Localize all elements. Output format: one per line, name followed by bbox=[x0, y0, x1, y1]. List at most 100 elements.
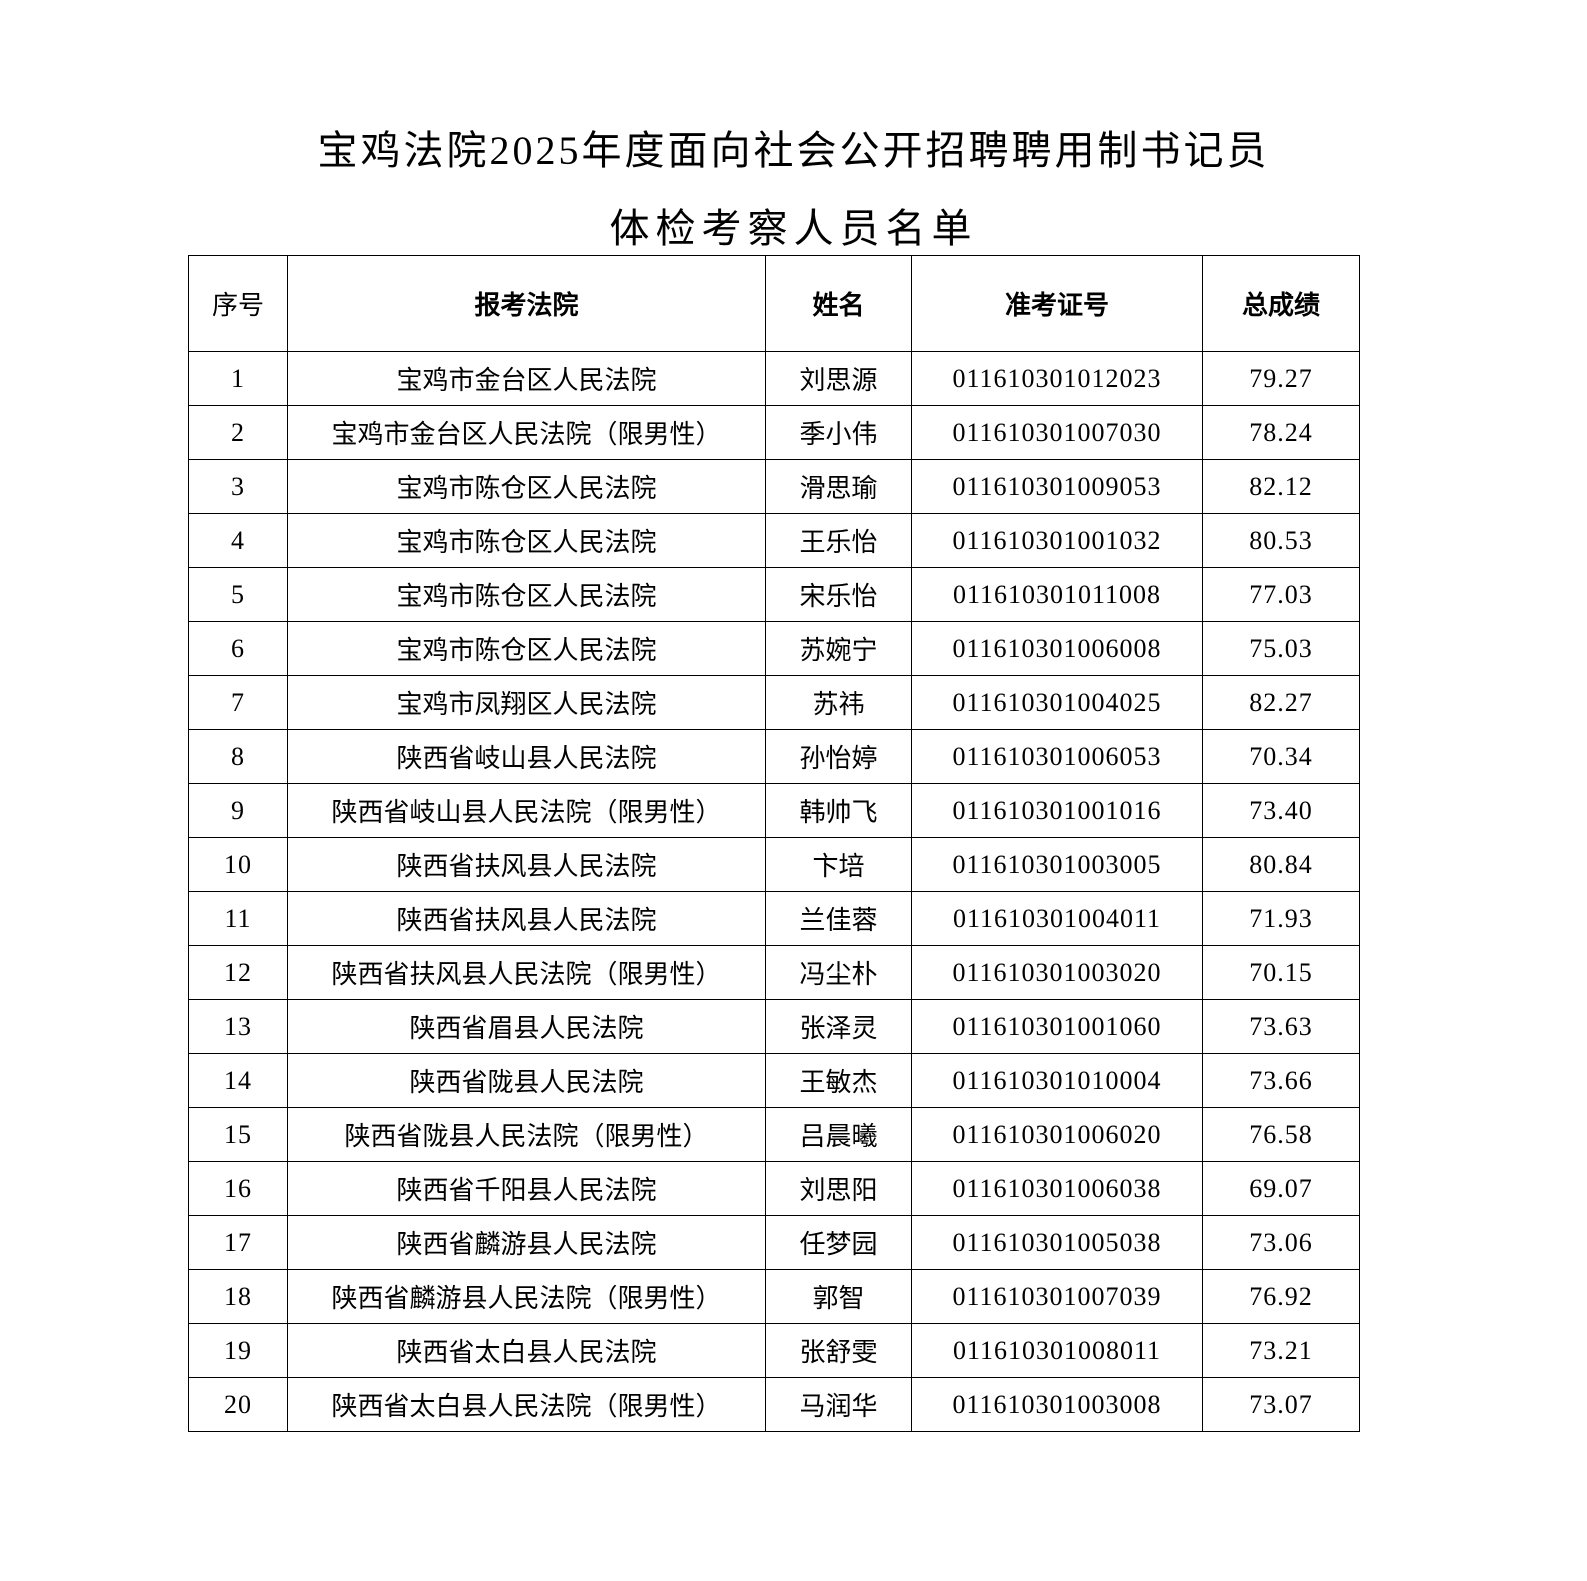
table-row: 5 宝鸡市陈仓区人民法院 宋乐怡 011610301011008 77.03 bbox=[188, 567, 1360, 622]
cell-index: 13 bbox=[188, 999, 288, 1054]
cell-name: 宋乐怡 bbox=[765, 567, 912, 622]
cell-index: 19 bbox=[188, 1323, 288, 1378]
cell-court: 宝鸡市陈仓区人民法院 bbox=[287, 513, 766, 568]
cell-total-score: 82.12 bbox=[1202, 459, 1360, 514]
table-row: 18 陕西省麟游县人民法院（限男性） 郭智 011610301007039 76.92 bbox=[188, 1269, 1360, 1324]
cell-court: 陕西省扶风县人民法院 bbox=[287, 837, 766, 892]
cell-name: 季小伟 bbox=[765, 405, 912, 460]
cell-name: 刘思源 bbox=[765, 351, 912, 406]
table-row: 11 陕西省扶风县人民法院 兰佳蓉 011610301004011 71.93 bbox=[188, 891, 1360, 946]
table-row: 12 陕西省扶风县人民法院（限男性） 冯尘朴 011610301003020 70.15 bbox=[188, 945, 1360, 1000]
cell-court: 陕西省太白县人民法院 bbox=[287, 1323, 766, 1378]
cell-exam-id: 011610301007039 bbox=[911, 1269, 1203, 1324]
table-row: 10 陕西省扶风县人民法院 卞培 011610301003005 80.84 bbox=[188, 837, 1360, 892]
cell-index: 18 bbox=[188, 1269, 288, 1324]
cell-exam-id: 011610301010004 bbox=[911, 1053, 1203, 1108]
cell-index: 6 bbox=[188, 621, 288, 676]
cell-exam-id: 011610301009053 bbox=[911, 459, 1203, 514]
cell-total-score: 70.15 bbox=[1202, 945, 1360, 1000]
table-row: 9 陕西省岐山县人民法院（限男性） 韩帅飞 011610301001016 73.40 bbox=[188, 783, 1360, 838]
header-exam-id: 准考证号 bbox=[911, 255, 1203, 352]
cell-name: 王敏杰 bbox=[765, 1053, 912, 1108]
cell-name: 马润华 bbox=[765, 1377, 912, 1432]
cell-exam-id: 011610301004011 bbox=[911, 891, 1203, 946]
cell-total-score: 71.93 bbox=[1202, 891, 1360, 946]
cell-exam-id: 011610301011008 bbox=[911, 567, 1203, 622]
cell-court: 宝鸡市凤翔区人民法院 bbox=[287, 675, 766, 730]
cell-index: 11 bbox=[188, 891, 288, 946]
cell-name: 孙怡婷 bbox=[765, 729, 912, 784]
cell-index: 16 bbox=[188, 1161, 288, 1216]
cell-name: 张泽灵 bbox=[765, 999, 912, 1054]
cell-court: 陕西省千阳县人民法院 bbox=[287, 1161, 766, 1216]
header-court: 报考法院 bbox=[287, 255, 766, 352]
cell-total-score: 73.40 bbox=[1202, 783, 1360, 838]
cell-total-score: 76.92 bbox=[1202, 1269, 1360, 1324]
cell-court: 陕西省陇县人民法院 bbox=[287, 1053, 766, 1108]
cell-name: 刘思阳 bbox=[765, 1161, 912, 1216]
cell-court: 陕西省扶风县人民法院（限男性） bbox=[287, 945, 766, 1000]
cell-name: 吕晨曦 bbox=[765, 1107, 912, 1162]
table-row: 20 陕西省太白县人民法院（限男性） 马润华 011610301003008 73.07 bbox=[188, 1377, 1360, 1432]
cell-court: 陕西省眉县人民法院 bbox=[287, 999, 766, 1054]
cell-court: 陕西省太白县人民法院（限男性） bbox=[287, 1377, 766, 1432]
cell-total-score: 77.03 bbox=[1202, 567, 1360, 622]
cell-name: 任梦园 bbox=[765, 1215, 912, 1270]
cell-index: 3 bbox=[188, 459, 288, 514]
cell-index: 9 bbox=[188, 783, 288, 838]
cell-total-score: 76.58 bbox=[1202, 1107, 1360, 1162]
cell-total-score: 80.53 bbox=[1202, 513, 1360, 568]
cell-exam-id: 011610301001060 bbox=[911, 999, 1203, 1054]
cell-total-score: 73.06 bbox=[1202, 1215, 1360, 1270]
table-row: 15 陕西省陇县人民法院（限男性） 吕晨曦 011610301006020 76.58 bbox=[188, 1107, 1360, 1162]
cell-exam-id: 011610301001016 bbox=[911, 783, 1203, 838]
cell-court: 陕西省岐山县人民法院（限男性） bbox=[287, 783, 766, 838]
table-row: 17 陕西省麟游县人民法院 任梦园 011610301005038 73.06 bbox=[188, 1215, 1360, 1270]
cell-total-score: 73.63 bbox=[1202, 999, 1360, 1054]
cell-total-score: 80.84 bbox=[1202, 837, 1360, 892]
cell-exam-id: 011610301008011 bbox=[911, 1323, 1203, 1378]
cell-total-score: 73.07 bbox=[1202, 1377, 1360, 1432]
cell-exam-id: 011610301007030 bbox=[911, 405, 1203, 460]
cell-name: 冯尘朴 bbox=[765, 945, 912, 1000]
table-row: 1 宝鸡市金台区人民法院 刘思源 011610301012023 79.27 bbox=[188, 351, 1360, 406]
cell-index: 5 bbox=[188, 567, 288, 622]
cell-index: 4 bbox=[188, 513, 288, 568]
cell-index: 15 bbox=[188, 1107, 288, 1162]
cell-total-score: 73.66 bbox=[1202, 1053, 1360, 1108]
cell-name: 郭智 bbox=[765, 1269, 912, 1324]
table-row: 14 陕西省陇县人民法院 王敏杰 011610301010004 73.66 bbox=[188, 1053, 1360, 1108]
cell-court: 陕西省麟游县人民法院 bbox=[287, 1215, 766, 1270]
cell-index: 20 bbox=[188, 1377, 288, 1432]
table-row: 19 陕西省太白县人民法院 张舒雯 011610301008011 73.21 bbox=[188, 1323, 1360, 1378]
cell-total-score: 82.27 bbox=[1202, 675, 1360, 730]
table-row: 13 陕西省眉县人民法院 张泽灵 011610301001060 73.63 bbox=[188, 999, 1360, 1054]
cell-exam-id: 011610301004025 bbox=[911, 675, 1203, 730]
cell-total-score: 79.27 bbox=[1202, 351, 1360, 406]
table-row: 8 陕西省岐山县人民法院 孙怡婷 011610301006053 70.34 bbox=[188, 729, 1360, 784]
table-header-row: 序号 报考法院 姓名 准考证号 总成绩 bbox=[188, 255, 1360, 352]
header-name: 姓名 bbox=[765, 255, 912, 352]
cell-name: 滑思瑜 bbox=[765, 459, 912, 514]
table-row: 7 宝鸡市凤翔区人民法院 苏祎 011610301004025 82.27 bbox=[188, 675, 1360, 730]
cell-court: 宝鸡市陈仓区人民法院 bbox=[287, 621, 766, 676]
header-index: 序号 bbox=[188, 255, 288, 352]
cell-exam-id: 011610301006008 bbox=[911, 621, 1203, 676]
cell-court: 宝鸡市金台区人民法院 bbox=[287, 351, 766, 406]
cell-total-score: 70.34 bbox=[1202, 729, 1360, 784]
cell-exam-id: 011610301003020 bbox=[911, 945, 1203, 1000]
cell-exam-id: 011610301006020 bbox=[911, 1107, 1203, 1162]
cell-total-score: 69.07 bbox=[1202, 1161, 1360, 1216]
table-row: 4 宝鸡市陈仓区人民法院 王乐怡 011610301001032 80.53 bbox=[188, 513, 1360, 568]
cell-court: 陕西省麟游县人民法院（限男性） bbox=[287, 1269, 766, 1324]
candidate-table: 序号 报考法院 姓名 准考证号 总成绩 1 宝鸡市金台区人民法院 刘思源 011610… bbox=[188, 255, 1360, 1432]
document-title-line1: 宝鸡法院2025年度面向社会公开招聘聘用制书记员 bbox=[317, 128, 1270, 173]
cell-name: 苏婉宁 bbox=[765, 621, 912, 676]
cell-total-score: 73.21 bbox=[1202, 1323, 1360, 1378]
table-row: 3 宝鸡市陈仓区人民法院 滑思瑜 011610301009053 82.12 bbox=[188, 459, 1360, 514]
cell-court: 陕西省岐山县人民法院 bbox=[287, 729, 766, 784]
cell-name: 王乐怡 bbox=[765, 513, 912, 568]
table-row: 6 宝鸡市陈仓区人民法院 苏婉宁 011610301006008 75.03 bbox=[188, 621, 1360, 676]
cell-total-score: 78.24 bbox=[1202, 405, 1360, 460]
cell-exam-id: 011610301003008 bbox=[911, 1377, 1203, 1432]
